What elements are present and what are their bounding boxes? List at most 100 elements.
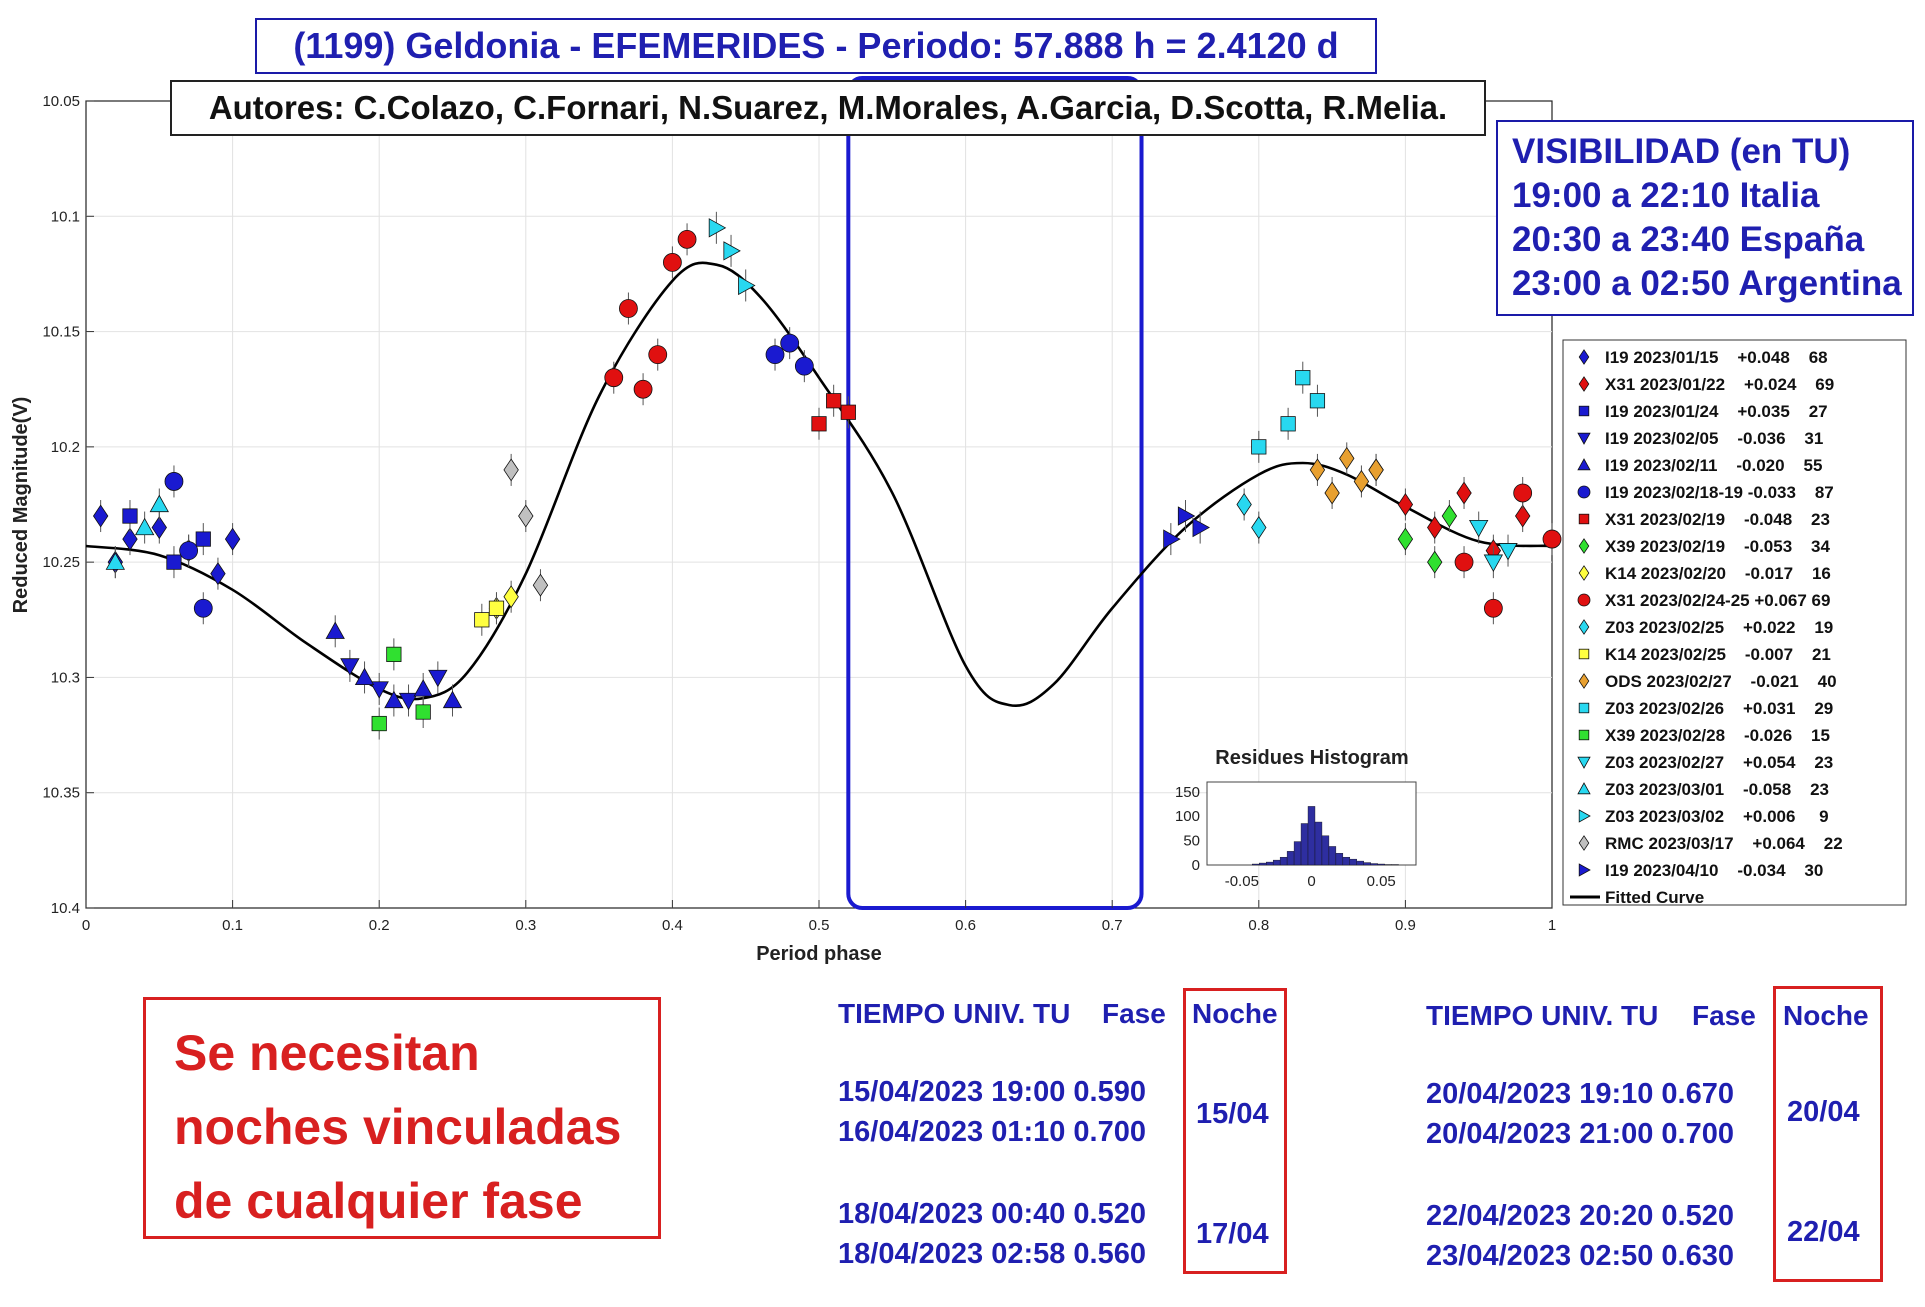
data-point: [164, 472, 184, 491]
table2-header-noche: Noche: [1783, 1000, 1869, 1031]
data-point: [442, 690, 463, 709]
note-line-2: noches vinculadas: [174, 1099, 622, 1155]
legend-marker: [1578, 538, 1590, 554]
histogram-x-tick-label: -0.05: [1225, 873, 1259, 890]
data-point: [723, 241, 741, 261]
data-point: [811, 416, 827, 432]
data-point: [1456, 481, 1472, 505]
data-point: [840, 404, 856, 420]
data-point: [1441, 504, 1458, 528]
data-point: [604, 368, 624, 388]
x-tick-label: 0.3: [515, 917, 536, 934]
table2-header-time: TIEMPO UNIV. TU: [1426, 1000, 1659, 1031]
legend-label: RMC 2023/03/17 +0.064 22: [1605, 834, 1843, 853]
histogram-bar: [1300, 823, 1309, 866]
data-point: [488, 600, 505, 616]
table1-row-2: 16/04/2023 01:10 0.700: [838, 1116, 1146, 1148]
y-tick-label: 10.1: [51, 208, 80, 225]
data-point: [1513, 483, 1533, 503]
histogram-x-tick-label: 0.05: [1367, 873, 1396, 890]
data-point: [195, 531, 211, 547]
legend-label: X31 2023/02/24-25 +0.067 69: [1605, 591, 1830, 610]
data-point: [386, 646, 402, 662]
data-point: [193, 598, 213, 618]
legend-label: X39 2023/02/28 -0.026 15: [1605, 726, 1830, 745]
data-point: [474, 612, 490, 628]
data-point: [151, 516, 167, 540]
axis-ticks: 0 0.1 0.2 0.3 0.4 0.5 0.6 0.7 0.8 0.9 1 10.05 10.1 10…: [42, 93, 1556, 934]
legend-marker: [1577, 782, 1591, 795]
data-point: [633, 379, 653, 399]
x-tick-label: 0.6: [955, 917, 976, 934]
data-point: [518, 504, 534, 528]
data-point: [1469, 519, 1489, 538]
data-point: [224, 527, 241, 551]
legend-marker: [1578, 835, 1590, 851]
data-point: [166, 554, 182, 570]
data-point: [503, 585, 519, 609]
data-point: [1368, 458, 1384, 482]
data-point: [794, 356, 814, 376]
data-point: [1397, 527, 1414, 551]
legend-label: I19 2023/02/18-19 -0.033 87: [1605, 483, 1834, 502]
legend-label: Z03 2023/02/27 +0.054 23: [1605, 753, 1833, 772]
table1-header-time: TIEMPO UNIV. TU: [838, 998, 1071, 1029]
legend-marker: [1578, 376, 1590, 392]
phase-gap-box: [846, 75, 1144, 910]
histogram-bar: [1307, 806, 1316, 866]
data-point: [1498, 543, 1518, 561]
y-tick-label: 10.4: [51, 900, 80, 917]
legend-label: Z03 2023/02/26 +0.031 29: [1605, 699, 1833, 718]
legend-label: I19 2023/01/24 +0.035 27: [1605, 402, 1828, 421]
x-tick-label: 0.9: [1395, 917, 1416, 934]
legend-label: Z03 2023/03/02 +0.006 9: [1605, 807, 1829, 826]
histogram-bar: [1286, 851, 1295, 866]
data-point: [1339, 446, 1355, 470]
data-point: [325, 621, 345, 639]
x-tick-label: 0.1: [222, 917, 243, 934]
data-point: [1514, 504, 1531, 528]
legend-marker: [1578, 863, 1591, 877]
legend-marker: [1578, 648, 1590, 660]
y-tick-label: 10.25: [42, 554, 80, 571]
table2-row-4: 23/04/2023 02:50 0.630: [1426, 1240, 1734, 1272]
visibility-line-espana: 20:30 a 23:40 España: [1512, 220, 1865, 259]
data-point: [648, 345, 668, 365]
legend-marker: [1577, 485, 1591, 499]
note-line-3: de cualquier fase: [174, 1173, 583, 1229]
legend-label: X39 2023/02/19 -0.053 34: [1605, 537, 1830, 556]
data-point: [708, 218, 727, 238]
histogram-bar: [1314, 821, 1323, 866]
legend-marker: [1577, 593, 1591, 607]
visibility-line-argentina: 23:00 a 02:50 Argentina: [1512, 264, 1902, 303]
legend-label: ODS 2023/02/27 -0.021 40: [1605, 672, 1837, 691]
data-point: [1454, 552, 1474, 572]
histogram-bar: [1363, 862, 1371, 866]
data-point: [663, 252, 682, 272]
table1-noche-column: [1183, 988, 1287, 1274]
histogram-bar: [1377, 863, 1385, 866]
legend-frame: [1562, 339, 1907, 906]
legend-label: I19 2023/01/15 +0.048 68: [1605, 348, 1828, 367]
data-point: [1251, 439, 1267, 455]
data-point: [1295, 370, 1311, 386]
data-point: [677, 229, 697, 249]
legend-label: X31 2023/02/19 -0.048 23: [1605, 510, 1830, 529]
legend-label: I19 2023/04/10 -0.034 30: [1605, 861, 1823, 880]
legend-label: K14 2023/02/25 -0.007 21: [1605, 645, 1831, 664]
data-point: [1309, 393, 1326, 409]
data-point: [1353, 469, 1370, 493]
legend-marker: [1577, 756, 1591, 769]
table1-header-noche: Noche: [1192, 998, 1278, 1029]
histogram-title: Residues Histogram: [1215, 747, 1408, 769]
histogram-bar: [1342, 856, 1351, 866]
data-point: [354, 667, 375, 686]
data-point: [122, 508, 138, 524]
legend-marker: [1578, 809, 1591, 823]
data-point: [1163, 529, 1181, 549]
y-tick-label: 10.15: [42, 324, 80, 341]
y-tick-label: 10.35: [42, 785, 80, 802]
data-point: [1177, 506, 1196, 526]
histogram-bar: [1321, 835, 1330, 866]
data-point: [1397, 492, 1414, 517]
